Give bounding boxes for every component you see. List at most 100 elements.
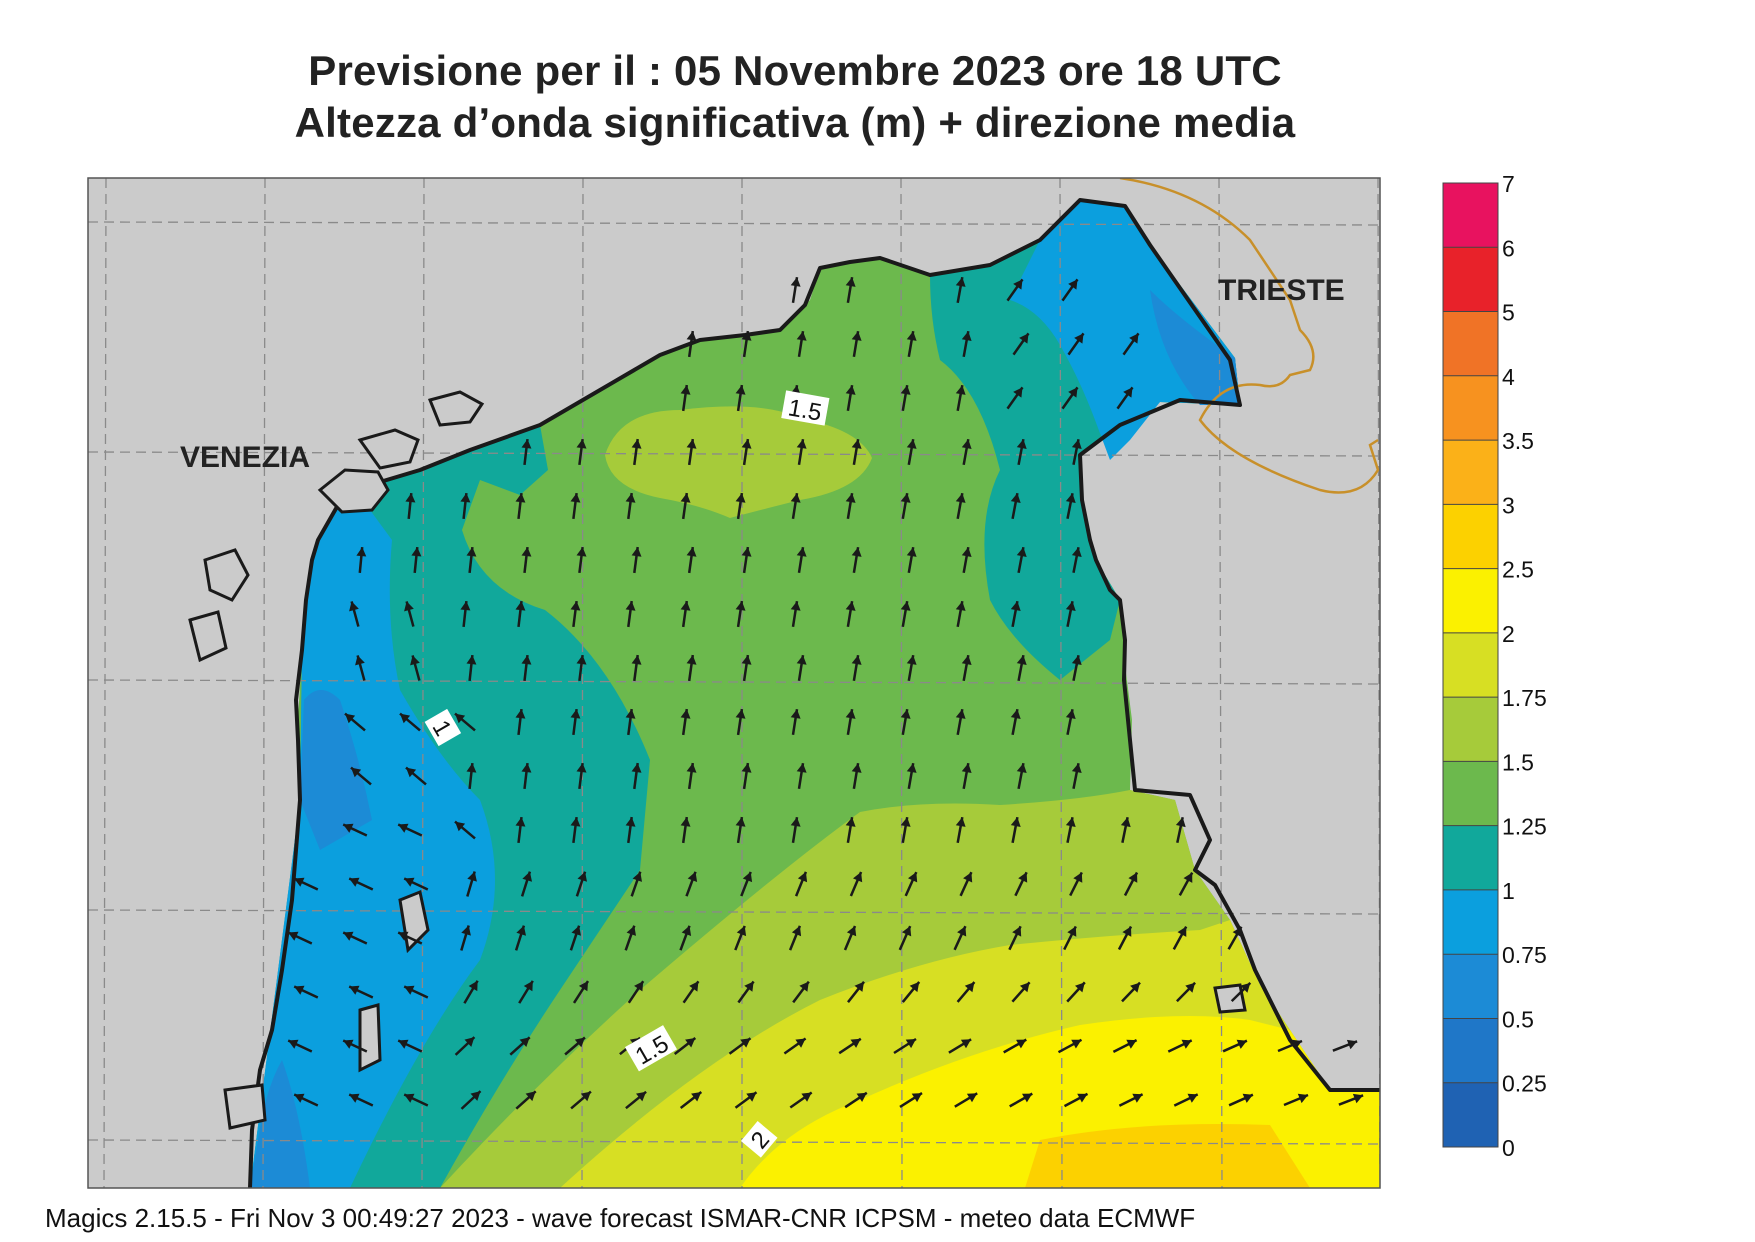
direction-arrow-head xyxy=(570,601,581,611)
direction-arrow-head xyxy=(1010,493,1021,503)
direction-arrow-head xyxy=(455,713,466,724)
direction-arrow-head xyxy=(961,331,972,341)
direction-arrow-head xyxy=(1291,1039,1302,1050)
direction-arrow-head xyxy=(631,655,642,665)
direction-arrow-head xyxy=(294,985,305,995)
legend-band xyxy=(1443,504,1498,570)
direction-arrow-head xyxy=(515,709,526,719)
direction-arrow-head xyxy=(1073,872,1083,883)
direction-arrow-head xyxy=(466,763,477,773)
legend-tick-label: 0.75 xyxy=(1502,942,1547,968)
direction-arrow-head xyxy=(577,871,587,882)
direction-arrow-head xyxy=(686,655,697,665)
direction-arrow-head xyxy=(1120,817,1131,828)
direction-arrow-head xyxy=(461,925,471,936)
direction-arrow-head xyxy=(796,331,807,341)
direction-arrow-head xyxy=(955,277,966,287)
direction-arrow-head xyxy=(686,547,697,557)
direction-arrow-head xyxy=(1074,333,1084,344)
direction-arrow-head xyxy=(345,713,356,724)
direction-arrow-head xyxy=(1183,872,1193,883)
direction-arrow-head xyxy=(796,763,807,773)
direction-arrow-head xyxy=(455,821,466,832)
direction-arrow-head xyxy=(521,763,532,773)
direction-arrow-head xyxy=(626,925,636,936)
direction-arrow-head xyxy=(1068,279,1078,290)
direction-arrow-head xyxy=(634,981,644,992)
direction-arrow-head xyxy=(460,493,471,503)
direction-arrow-head xyxy=(571,925,581,936)
legend-tick-label: 0.25 xyxy=(1502,1071,1547,1097)
legend-band xyxy=(1443,954,1498,1019)
direction-arrow-head xyxy=(845,817,856,827)
direction-arrow-head xyxy=(845,277,856,287)
direction-arrow-head xyxy=(355,655,365,666)
direction-arrow-head xyxy=(900,385,911,395)
legend-band xyxy=(1443,311,1498,377)
direction-arrow-head xyxy=(404,985,415,995)
direction-arrow-head xyxy=(1128,872,1138,883)
legend-band xyxy=(1443,632,1498,698)
direction-arrow-head xyxy=(1022,1093,1033,1103)
direction-arrow-head xyxy=(576,439,587,449)
direction-arrow-head xyxy=(900,817,911,827)
direction-arrow-head xyxy=(1016,439,1027,449)
direction-arrow-head xyxy=(576,547,587,557)
legend-band xyxy=(1443,568,1498,634)
direction-arrow-head xyxy=(741,763,752,773)
direction-arrow-head xyxy=(631,763,642,773)
direction-arrow-head xyxy=(845,601,856,611)
direction-arrow-head xyxy=(1130,982,1140,993)
direction-arrow-head xyxy=(1010,709,1021,719)
direction-arrow-head xyxy=(735,817,746,827)
direction-arrow-head xyxy=(404,1093,415,1103)
direction-arrow-head xyxy=(964,982,975,993)
direction-arrow-head xyxy=(576,763,587,773)
direction-arrow-head xyxy=(961,763,972,773)
legend-band xyxy=(1443,697,1498,762)
lagoon-islands xyxy=(188,390,1247,1130)
direction-arrow-head xyxy=(515,817,526,827)
direction-arrow-head xyxy=(1019,982,1030,993)
direction-arrow-head xyxy=(955,817,966,827)
direction-arrow-head xyxy=(1122,926,1132,937)
direction-arrow-head xyxy=(790,709,801,719)
direction-arrow-head xyxy=(1177,926,1187,937)
direction-arrow-head xyxy=(736,925,747,937)
contour-label-box xyxy=(740,1121,778,1158)
direction-arrow-head xyxy=(1175,817,1186,828)
direction-arrow-head xyxy=(349,601,359,612)
direction-arrow-head xyxy=(906,439,917,449)
direction-arrow-head xyxy=(905,1039,916,1049)
direction-arrow-head xyxy=(845,385,856,395)
legend-tick-label: 1 xyxy=(1502,878,1515,904)
direction-arrow-head xyxy=(576,655,587,665)
legend-tick-label: 1.5 xyxy=(1502,749,1534,775)
grid-lines xyxy=(88,178,1380,1188)
direction-arrow-head xyxy=(1018,872,1028,883)
direction-arrow-head xyxy=(1016,1039,1027,1049)
direction-arrow-head xyxy=(742,871,753,883)
direction-arrow-head xyxy=(686,331,697,341)
direction-arrow-head xyxy=(288,931,299,941)
direction-arrow-head xyxy=(398,823,409,833)
legend-band xyxy=(1443,247,1498,313)
direction-arrow-head xyxy=(404,601,414,612)
direction-arrow-head xyxy=(908,872,918,883)
direction-arrow-head xyxy=(349,1093,360,1103)
direction-arrow-head xyxy=(680,493,691,503)
direction-arrow-head xyxy=(625,601,636,611)
direction-arrow-head xyxy=(906,655,917,665)
direction-arrow-head xyxy=(466,655,477,665)
direction-arrow-head xyxy=(851,439,862,449)
direction-arrow-head xyxy=(398,931,409,941)
direction-arrow-head xyxy=(631,547,642,557)
direction-arrow-head xyxy=(741,331,752,341)
direction-arrow-head xyxy=(686,439,697,449)
direction-arrow-head xyxy=(1013,279,1023,290)
direction-arrow-head xyxy=(851,655,862,665)
direction-arrow-head xyxy=(790,601,801,611)
direction-arrow-head xyxy=(906,763,917,773)
legend-tick-label: 5 xyxy=(1502,300,1515,326)
